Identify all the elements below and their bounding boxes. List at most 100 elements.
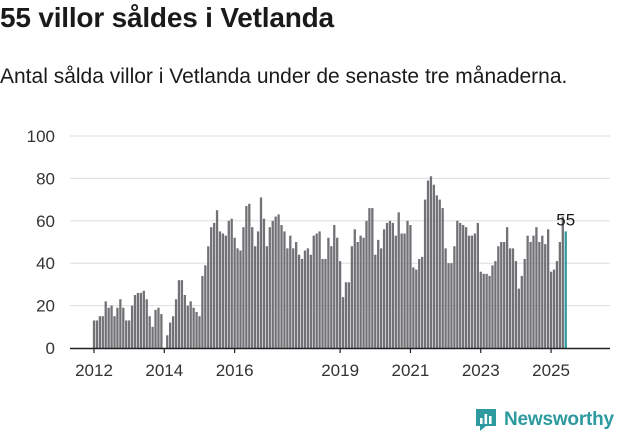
bar [538, 242, 541, 348]
bar [526, 235, 529, 348]
bar [192, 307, 195, 348]
bar [210, 227, 213, 348]
bar [547, 229, 550, 348]
bar [107, 307, 110, 348]
bar [130, 305, 134, 348]
bar [145, 299, 148, 348]
bar [177, 280, 181, 348]
bar [558, 242, 562, 348]
bar [476, 222, 479, 348]
bar [350, 246, 353, 348]
bar [248, 203, 251, 348]
bar [517, 288, 520, 348]
y-tick-label: 40 [36, 254, 55, 273]
bar [467, 235, 471, 348]
bar [321, 258, 324, 348]
y-tick-label: 60 [36, 212, 55, 231]
bar [98, 316, 102, 348]
bar [262, 218, 266, 348]
bar [113, 316, 116, 348]
bar [561, 216, 564, 348]
bar [479, 271, 482, 348]
bar [157, 307, 160, 348]
bar [128, 320, 131, 348]
bar [259, 197, 263, 348]
x-tick-label: 2014 [145, 361, 183, 380]
bar [514, 261, 518, 348]
bar [318, 231, 321, 348]
bar [189, 301, 192, 348]
y-tick-label: 100 [27, 127, 55, 146]
bar [283, 231, 286, 348]
bar [95, 320, 99, 348]
bar [347, 282, 351, 348]
bar [511, 248, 515, 348]
bar [254, 246, 257, 348]
bar [462, 225, 465, 348]
bar [394, 235, 397, 348]
bar [136, 292, 140, 348]
bar [473, 233, 477, 348]
bar [230, 218, 233, 348]
bar [224, 235, 227, 348]
bar [503, 242, 506, 348]
bar [218, 231, 222, 348]
bar [382, 229, 386, 348]
bar [450, 263, 453, 348]
bar [174, 299, 178, 348]
bar [371, 208, 374, 348]
bar [148, 316, 151, 348]
bar [327, 237, 330, 348]
bar [432, 184, 436, 348]
bar [116, 307, 119, 348]
bar [277, 214, 280, 348]
bar [441, 208, 444, 348]
highlight-bar [564, 231, 567, 348]
x-tick-label: 2023 [462, 361, 500, 380]
bar [409, 225, 412, 348]
bar [336, 237, 339, 348]
bar [169, 322, 172, 348]
highlight-value-label: 55 [556, 210, 575, 229]
bar [195, 311, 198, 348]
bar [341, 297, 345, 348]
bar [438, 199, 441, 348]
bar [338, 261, 342, 348]
bar [385, 222, 389, 348]
bar [374, 254, 377, 348]
bar [544, 244, 547, 348]
bar [459, 222, 462, 348]
x-tick-label: 2012 [75, 361, 113, 380]
bar [180, 280, 184, 348]
bar [256, 231, 260, 348]
bar [309, 254, 312, 348]
x-tick-label: 2019 [321, 361, 359, 380]
bar [286, 248, 289, 348]
bar [415, 269, 418, 348]
bar-chart: 0 20 40 60 80 100 2012 2014 2016 2019 2021 2023 2025… [27, 127, 610, 380]
bar [92, 320, 96, 348]
bar [171, 316, 175, 348]
bar [552, 269, 556, 348]
bar [274, 216, 277, 348]
bar [312, 235, 315, 348]
bar [251, 227, 254, 348]
bar [265, 246, 269, 348]
bar [388, 220, 392, 348]
bar [104, 301, 107, 348]
bar [212, 222, 216, 348]
bar [456, 220, 459, 348]
bar [151, 326, 154, 348]
bar [379, 248, 383, 348]
bar [403, 233, 406, 348]
bar [529, 242, 532, 348]
chart-subtitle: Antal sålda villor i Vetlanda under de s… [0, 65, 568, 88]
bar [491, 265, 494, 348]
bar [377, 239, 380, 348]
y-tick-label: 20 [36, 297, 55, 316]
bar [303, 250, 307, 348]
bar [470, 235, 474, 348]
bar [198, 316, 201, 348]
bar [160, 314, 163, 348]
bar [532, 235, 535, 348]
